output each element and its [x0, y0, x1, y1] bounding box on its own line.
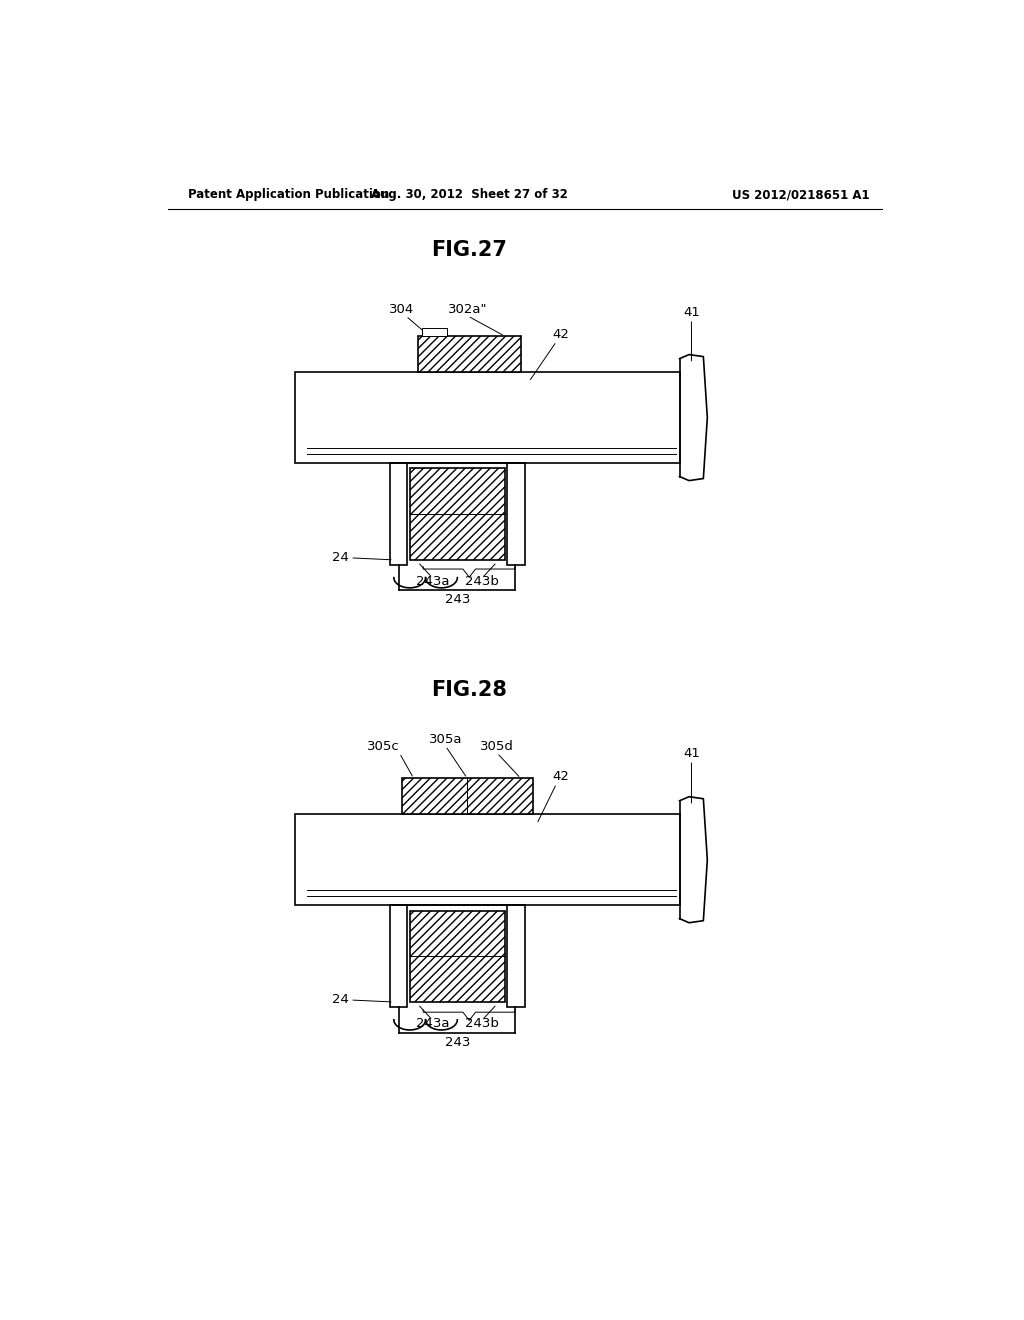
Text: 243a: 243a — [416, 576, 450, 589]
Text: 305d: 305d — [480, 741, 514, 752]
Bar — [401, 779, 532, 814]
Bar — [507, 463, 525, 565]
Text: 243b: 243b — [465, 576, 499, 589]
Text: FIG.28: FIG.28 — [431, 680, 507, 700]
Text: 305c: 305c — [368, 741, 400, 752]
Text: Aug. 30, 2012  Sheet 27 of 32: Aug. 30, 2012 Sheet 27 of 32 — [371, 189, 567, 202]
Text: 243a: 243a — [416, 1018, 450, 1030]
Bar — [422, 329, 447, 337]
Bar — [418, 337, 521, 372]
Text: 304: 304 — [389, 304, 415, 315]
Text: FIG.27: FIG.27 — [431, 240, 507, 260]
Text: 42: 42 — [552, 771, 569, 784]
Text: 243b: 243b — [465, 1018, 499, 1030]
Bar — [390, 906, 408, 1007]
Text: 24: 24 — [332, 994, 349, 1006]
Bar — [295, 372, 680, 463]
Text: 24: 24 — [332, 552, 349, 565]
Text: US 2012/0218651 A1: US 2012/0218651 A1 — [732, 189, 870, 202]
Bar — [295, 814, 680, 906]
Text: 243: 243 — [444, 594, 470, 606]
Bar — [410, 911, 505, 1002]
Bar — [390, 463, 408, 565]
Text: 302a": 302a" — [447, 304, 487, 315]
Text: 41: 41 — [683, 306, 699, 319]
Bar — [507, 906, 525, 1007]
Bar — [410, 469, 505, 560]
Text: Patent Application Publication: Patent Application Publication — [187, 189, 389, 202]
Text: 305a: 305a — [429, 733, 462, 746]
Text: 41: 41 — [683, 747, 699, 760]
Text: 42: 42 — [552, 329, 569, 342]
Text: 243: 243 — [444, 1036, 470, 1048]
